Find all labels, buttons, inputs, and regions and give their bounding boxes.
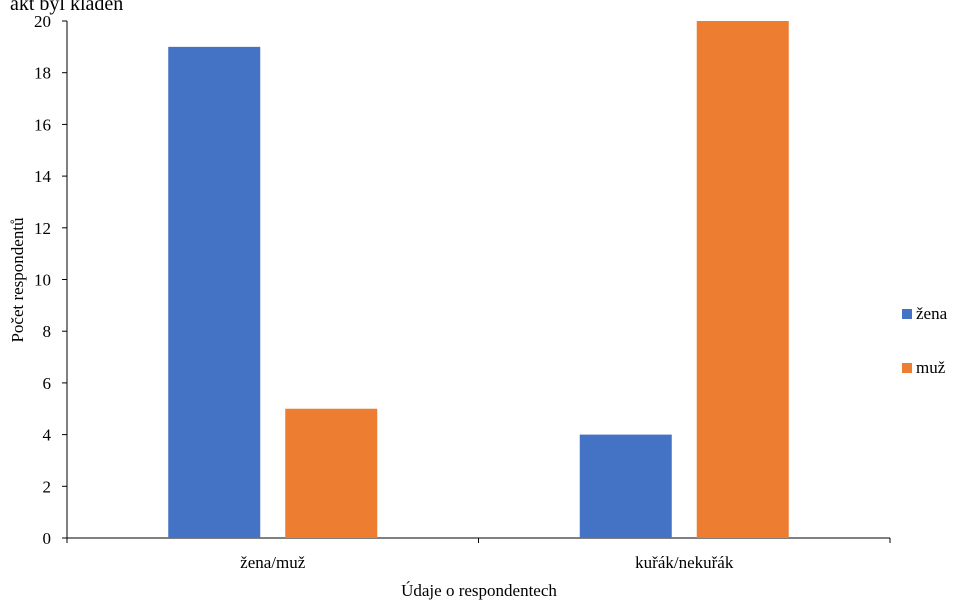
x-axis-title: Údaje o respondentech	[401, 581, 557, 600]
y-tick-label: 20	[34, 12, 51, 31]
x-tick-label: kuřák/nekuřák	[635, 553, 734, 572]
y-tick-label: 10	[34, 271, 51, 290]
y-tick-label: 12	[34, 219, 51, 238]
y-tick-label: 14	[34, 167, 52, 186]
y-axis-title: Počet respondentů	[8, 217, 27, 343]
y-axis: 0 2 4 6 8 10 12 14 16 18 20	[34, 12, 68, 548]
legend-label: muž	[916, 358, 946, 377]
bars	[168, 21, 789, 538]
legend-swatch-žena	[902, 309, 912, 319]
bar-muž-žena/muž	[285, 408, 378, 538]
y-tick-label: 18	[34, 64, 51, 83]
y-tick-label: 6	[43, 374, 52, 393]
legend: žena muž	[902, 304, 948, 377]
x-axis: žena/muž kuřák/nekuřák	[66, 537, 891, 572]
bar-žena-kuřák/nekuřák	[579, 434, 672, 538]
cropped-top-text: ákt byl kladen	[10, 0, 123, 15]
legend-swatch-muž	[902, 363, 912, 373]
bar-žena-žena/muž	[168, 46, 261, 538]
y-tick-label: 0	[43, 529, 52, 548]
legend-label: žena	[916, 304, 948, 323]
y-tick-label: 2	[43, 477, 52, 496]
y-tick-label: 8	[43, 322, 52, 341]
bar-muž-kuřák/nekuřák	[696, 21, 789, 538]
x-tick-label: žena/muž	[240, 553, 306, 572]
y-tick-label: 4	[43, 426, 52, 445]
y-tick-label: 16	[34, 115, 51, 134]
